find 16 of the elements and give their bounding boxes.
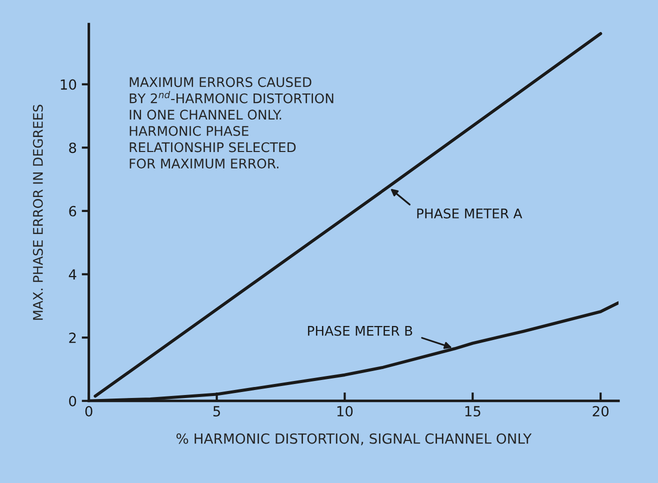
x-tick-label: 10 xyxy=(337,406,353,416)
y-axis-title: MAX. PHASE ERROR IN DEGREES xyxy=(32,104,43,320)
series-label: PHASE METER B xyxy=(308,326,412,336)
x-tick-label: 15 xyxy=(465,406,480,416)
y-tick-label: 10 xyxy=(60,79,76,90)
y-tick-label: 2 xyxy=(69,332,76,343)
annotation: MAXIMUM ERRORS CAUSED BY 2$^{nd}$-HARMONIC DISTORTION IN ONE CHANNEL ONLY. HARMONIC PHASE RELATIONSHIP SELECTED FOR MAXIMUM ERROR. xyxy=(130,77,334,168)
y-tick-label: 0 xyxy=(69,396,76,406)
x-tick-label: 20 xyxy=(592,406,609,416)
x-tick-label: 0 xyxy=(85,406,92,416)
y-tick-label: 6 xyxy=(69,206,76,216)
text: PHASE METER A xyxy=(417,208,522,218)
y-tick-label: 4 xyxy=(68,269,76,280)
x-tick-label: 5 xyxy=(213,406,220,416)
x-axis-title: % HARMONIC DISTORTION, SIGNAL CHANNEL ONLY xyxy=(176,433,532,446)
y-tick-label: 8 xyxy=(69,142,76,154)
